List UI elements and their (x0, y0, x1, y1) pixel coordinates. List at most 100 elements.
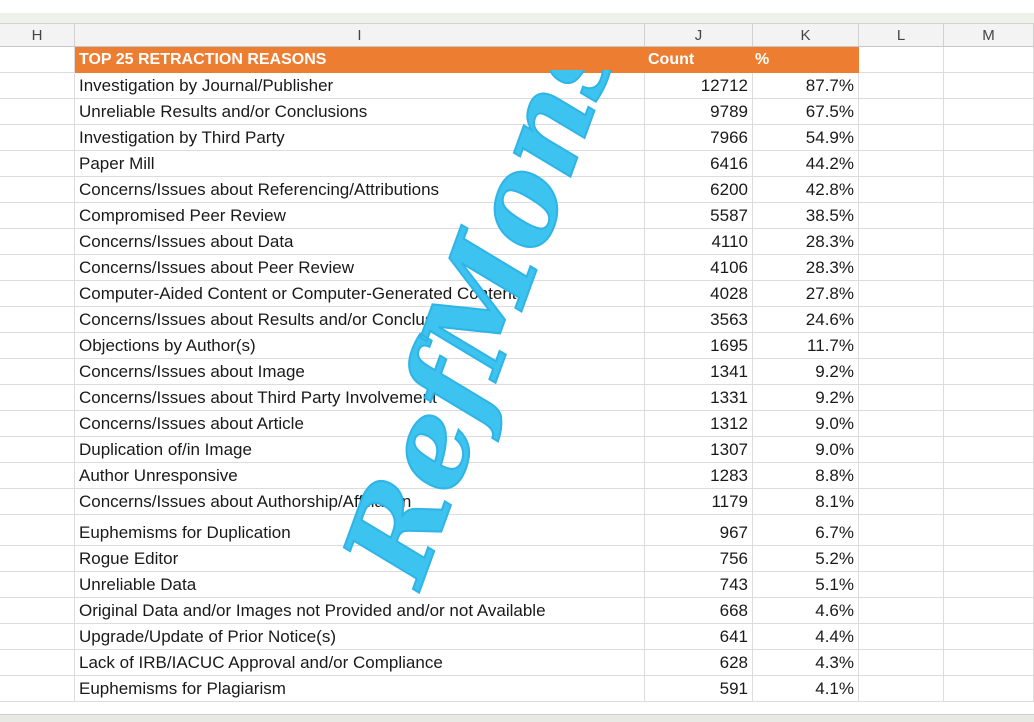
empty-cell[interactable] (0, 437, 75, 463)
empty-cell[interactable] (0, 203, 75, 229)
count-cell[interactable]: 12712 (645, 73, 753, 99)
count-cell[interactable]: 1179 (645, 489, 753, 515)
empty-cell[interactable] (0, 333, 75, 359)
percent-cell[interactable]: 4.4% (753, 624, 859, 650)
reason-cell[interactable]: Investigation by Journal/Publisher (75, 73, 645, 99)
reason-cell[interactable]: Concerns/Issues about Image (75, 359, 645, 385)
empty-cell[interactable] (0, 572, 75, 598)
column-header-k[interactable]: K (753, 24, 859, 47)
empty-cell[interactable] (0, 255, 75, 281)
empty-cell[interactable] (859, 624, 944, 650)
percent-cell[interactable]: 8.8% (753, 463, 859, 489)
count-cell[interactable]: 1312 (645, 411, 753, 437)
percent-cell[interactable]: 4.6% (753, 598, 859, 624)
percent-header[interactable]: % (753, 47, 859, 73)
table-title[interactable]: TOP 25 RETRACTION REASONS (75, 47, 645, 73)
reason-cell[interactable]: Paper Mill (75, 151, 645, 177)
empty-cell[interactable] (859, 203, 944, 229)
empty-cell[interactable] (944, 598, 1034, 624)
percent-cell[interactable]: 5.1% (753, 572, 859, 598)
empty-cell[interactable] (944, 229, 1034, 255)
empty-cell[interactable] (859, 151, 944, 177)
percent-cell[interactable]: 44.2% (753, 151, 859, 177)
empty-cell[interactable] (944, 650, 1034, 676)
empty-cell[interactable] (859, 385, 944, 411)
empty-cell[interactable] (0, 411, 75, 437)
reason-cell[interactable]: Euphemisms for Plagiarism (75, 676, 645, 702)
cell-l-header[interactable] (859, 47, 944, 73)
count-cell[interactable]: 9789 (645, 99, 753, 125)
empty-cell[interactable] (859, 255, 944, 281)
empty-cell[interactable] (859, 177, 944, 203)
empty-cell[interactable] (859, 546, 944, 572)
empty-cell[interactable] (0, 515, 75, 546)
percent-cell[interactable]: 9.0% (753, 437, 859, 463)
empty-cell[interactable] (0, 624, 75, 650)
reason-cell[interactable]: Original Data and/or Images not Provided… (75, 598, 645, 624)
reason-cell[interactable]: Concerns/Issues about Results and/or Con… (75, 307, 645, 333)
empty-cell[interactable] (0, 177, 75, 203)
empty-cell[interactable] (0, 151, 75, 177)
reason-cell[interactable]: Euphemisms for Duplication (75, 515, 645, 546)
empty-cell[interactable] (0, 229, 75, 255)
reason-cell[interactable]: Lack of IRB/IACUC Approval and/or Compli… (75, 650, 645, 676)
empty-cell[interactable] (944, 333, 1034, 359)
reason-cell[interactable]: Concerns/Issues about Third Party Involv… (75, 385, 645, 411)
count-cell[interactable]: 4106 (645, 255, 753, 281)
percent-cell[interactable]: 38.5% (753, 203, 859, 229)
count-cell[interactable]: 668 (645, 598, 753, 624)
reason-cell[interactable]: Computer-Aided Content or Computer-Gener… (75, 281, 645, 307)
empty-cell[interactable] (859, 598, 944, 624)
empty-cell[interactable] (859, 676, 944, 702)
reason-cell[interactable]: Concerns/Issues about Data (75, 229, 645, 255)
count-cell[interactable]: 7966 (645, 125, 753, 151)
percent-cell[interactable]: 9.2% (753, 359, 859, 385)
count-cell[interactable]: 756 (645, 546, 753, 572)
empty-cell[interactable] (944, 411, 1034, 437)
empty-cell[interactable] (0, 676, 75, 702)
empty-cell[interactable] (944, 385, 1034, 411)
empty-cell[interactable] (944, 437, 1034, 463)
count-cell[interactable]: 1695 (645, 333, 753, 359)
empty-cell[interactable] (944, 307, 1034, 333)
reason-cell[interactable]: Unreliable Results and/or Conclusions (75, 99, 645, 125)
empty-cell[interactable] (944, 624, 1034, 650)
empty-cell[interactable] (859, 333, 944, 359)
empty-cell[interactable] (0, 463, 75, 489)
percent-cell[interactable]: 28.3% (753, 255, 859, 281)
count-cell[interactable]: 1331 (645, 385, 753, 411)
empty-cell[interactable] (859, 515, 944, 546)
reason-cell[interactable]: Rogue Editor (75, 546, 645, 572)
percent-cell[interactable]: 42.8% (753, 177, 859, 203)
count-cell[interactable]: 967 (645, 515, 753, 546)
reason-cell[interactable]: Objections by Author(s) (75, 333, 645, 359)
empty-cell[interactable] (859, 99, 944, 125)
empty-cell[interactable] (944, 489, 1034, 515)
reason-cell[interactable]: Concerns/Issues about Authorship/Affilia… (75, 489, 645, 515)
count-cell[interactable]: 3563 (645, 307, 753, 333)
empty-cell[interactable] (944, 572, 1034, 598)
percent-cell[interactable]: 6.7% (753, 515, 859, 546)
reason-cell[interactable]: Unreliable Data (75, 572, 645, 598)
percent-cell[interactable]: 28.3% (753, 229, 859, 255)
empty-cell[interactable] (859, 572, 944, 598)
empty-cell[interactable] (944, 515, 1034, 546)
column-header-j[interactable]: J (645, 24, 753, 47)
percent-cell[interactable]: 67.5% (753, 99, 859, 125)
cell-h-header[interactable] (0, 47, 75, 73)
empty-cell[interactable] (944, 73, 1034, 99)
empty-cell[interactable] (944, 359, 1034, 385)
empty-cell[interactable] (859, 73, 944, 99)
empty-cell[interactable] (859, 281, 944, 307)
empty-cell[interactable] (859, 411, 944, 437)
percent-cell[interactable]: 54.9% (753, 125, 859, 151)
empty-cell[interactable] (0, 385, 75, 411)
reason-cell[interactable]: Compromised Peer Review (75, 203, 645, 229)
count-cell[interactable]: 1341 (645, 359, 753, 385)
empty-cell[interactable] (859, 359, 944, 385)
empty-cell[interactable] (944, 203, 1034, 229)
count-cell[interactable]: 5587 (645, 203, 753, 229)
count-cell[interactable]: 6200 (645, 177, 753, 203)
count-header[interactable]: Count (645, 47, 753, 73)
reason-cell[interactable]: Duplication of/in Image (75, 437, 645, 463)
